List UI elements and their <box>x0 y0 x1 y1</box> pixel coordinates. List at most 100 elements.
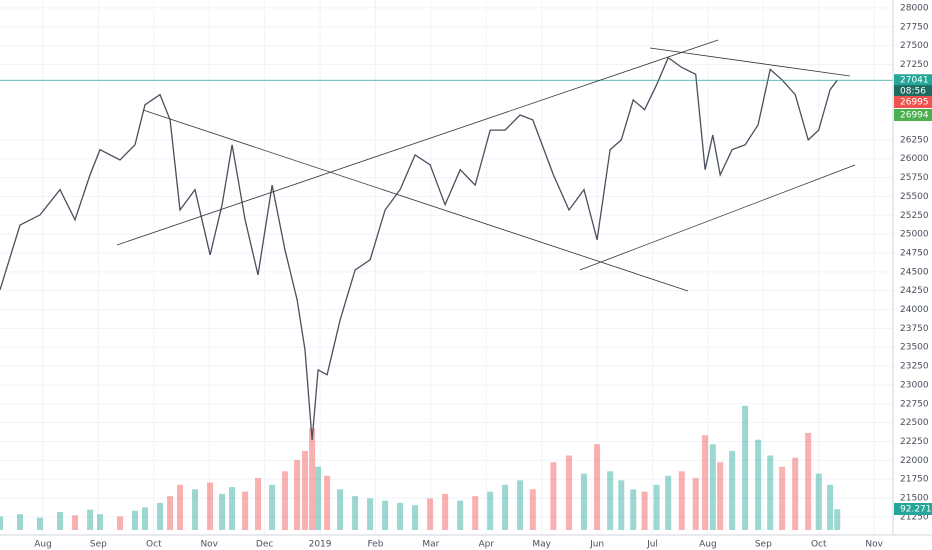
volume-bar <box>792 457 799 530</box>
volume-bar <box>242 491 249 530</box>
volume-bar <box>87 509 94 530</box>
volume-bar <box>517 480 524 530</box>
x-tick-label: 2019 <box>309 540 332 550</box>
volume-bar <box>472 496 479 530</box>
volume-bar <box>294 460 301 530</box>
price-tag <box>894 96 932 108</box>
volume-bar <box>269 484 276 530</box>
volume-bar <box>117 516 124 530</box>
volume-bar <box>580 473 587 530</box>
y-tick-label: 22000 <box>900 456 929 466</box>
axes: 21250 21500 21750 22000 22250 22500 22750 23000… <box>34 3 929 549</box>
volume-bar <box>72 515 79 530</box>
y-tick-label: 22750 <box>900 399 929 409</box>
volume-bar <box>167 496 174 530</box>
volume-bar <box>315 466 322 530</box>
y-tick-label: 23250 <box>900 362 929 372</box>
volume-bar <box>709 444 716 530</box>
x-tick-label: Apr <box>478 540 494 550</box>
volume-bar <box>678 471 685 530</box>
x-tick-label: Jul <box>646 540 658 550</box>
grid <box>0 0 893 535</box>
y-tick-label: 22250 <box>900 437 929 447</box>
y-tick-label: 24000 <box>900 305 929 315</box>
volume-bar <box>17 514 24 530</box>
volume-bar <box>487 491 494 530</box>
x-tick-label: Dec <box>256 540 273 550</box>
volume-bar <box>397 502 404 530</box>
y-tick-label: 22500 <box>900 418 929 428</box>
price-pane <box>0 56 893 441</box>
x-tick-label: Mar <box>422 540 439 550</box>
price-tag-label: 26995 <box>900 98 929 108</box>
x-tick-label: May <box>532 540 551 550</box>
x-tick-label: Oct <box>146 540 162 550</box>
volume-bar <box>367 498 374 530</box>
price-tag <box>894 503 932 515</box>
volume-bar <box>142 507 149 530</box>
x-tick-label: Jun <box>589 540 604 550</box>
volume-bar <box>352 496 359 530</box>
y-tick-label: 23000 <box>900 380 929 390</box>
drawings <box>116 39 856 292</box>
y-tick-label: 23500 <box>900 343 929 353</box>
y-tick-label: 24250 <box>900 286 929 296</box>
price-tag <box>894 109 932 121</box>
volume-bar <box>132 510 139 530</box>
x-tick-label: Aug <box>34 540 52 550</box>
price-tag-label: 26994 <box>900 111 929 121</box>
volume-bar <box>594 444 601 530</box>
volume-bar <box>255 478 262 530</box>
x-tick-label: Oct <box>811 540 827 550</box>
volume-bar <box>157 502 164 530</box>
volume-bar <box>805 432 812 530</box>
y-tick-label: 27750 <box>900 22 929 32</box>
y-tick-label: 24500 <box>900 267 929 277</box>
volume-bar <box>229 487 236 530</box>
price-line <box>0 56 838 441</box>
y-tick-label: 23750 <box>900 324 929 334</box>
trend-line <box>142 109 689 292</box>
volume-bar <box>97 514 104 530</box>
volume-bar <box>207 482 214 530</box>
volume-bar <box>219 493 226 530</box>
volume-bar <box>742 405 749 530</box>
y-tick-label: 28000 <box>900 3 929 13</box>
y-tick-label: 25250 <box>900 211 929 221</box>
volume-bar <box>755 439 762 530</box>
volume-bar <box>442 493 449 530</box>
price-tag-label: 27041 <box>900 76 929 86</box>
volume-bar <box>309 428 316 530</box>
volume-bar <box>282 471 289 530</box>
volume-bar <box>37 517 44 530</box>
x-tick-label: Sep <box>755 540 772 550</box>
price-tag-label: 08:56 <box>900 87 926 97</box>
y-tick-label: 25750 <box>900 173 929 183</box>
y-tick-label: 26000 <box>900 154 929 164</box>
volume-bar <box>779 466 786 530</box>
trend-line <box>649 47 851 77</box>
trend-line <box>579 164 856 271</box>
x-tick-label: Aug <box>699 540 717 550</box>
y-tick-label: 21250 <box>900 512 929 522</box>
y-tick-label: 21750 <box>900 475 929 485</box>
y-tick-label: 26250 <box>900 135 929 145</box>
x-tick-label: Sep <box>90 540 107 550</box>
volume-bar <box>324 475 331 530</box>
x-tick-label: Nov <box>865 540 883 550</box>
y-tick-label: 25000 <box>900 230 929 240</box>
price-tag <box>894 74 932 87</box>
volume-bar <box>529 489 536 530</box>
y-tick-label: 21500 <box>900 494 929 504</box>
volume-bar <box>457 500 464 530</box>
volume-bar <box>302 450 309 530</box>
volume-bar <box>692 478 699 530</box>
x-tick-label: Feb <box>367 540 383 550</box>
volume-bar <box>665 475 672 530</box>
volume-bar <box>427 498 434 530</box>
volume-bar <box>502 484 509 530</box>
volume-bar <box>630 489 637 530</box>
volume-bar <box>653 484 660 530</box>
